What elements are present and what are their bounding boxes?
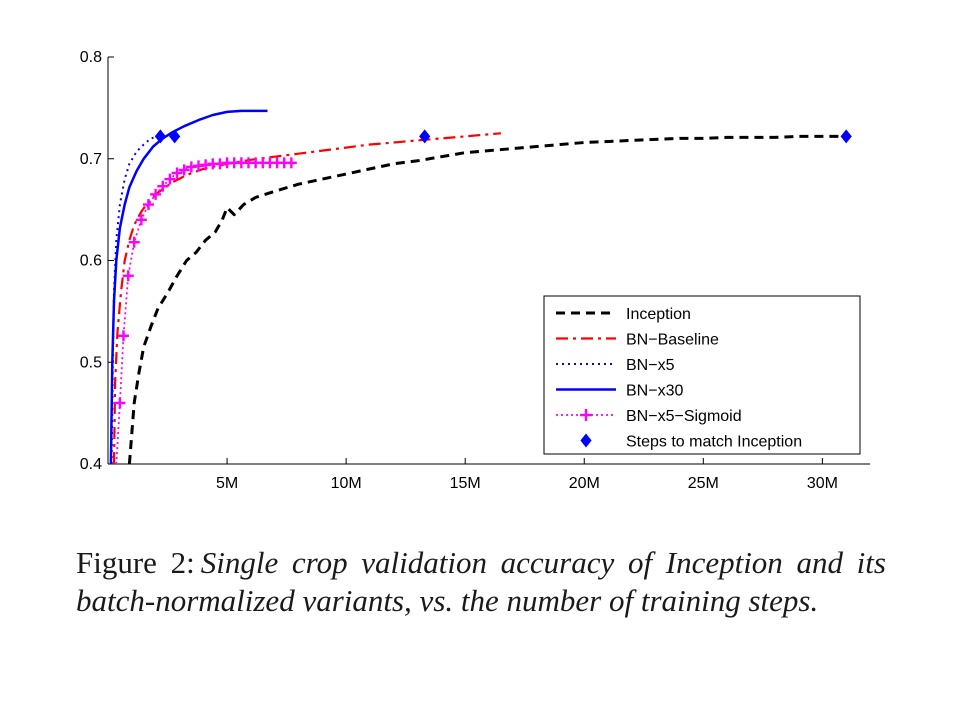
data-point-bn-x5-sigmoid <box>164 173 176 185</box>
caption-prefix: Figure 2: <box>76 545 195 580</box>
legend-label: Steps to match Inception <box>626 434 802 451</box>
data-point-bn-x5-sigmoid <box>178 164 190 176</box>
y-tick-label: 0.7 <box>80 151 102 168</box>
legend-label: Inception <box>626 306 691 323</box>
marker-layer <box>154 129 852 144</box>
data-point-bn-x5-sigmoid <box>285 157 297 169</box>
data-point-bn-x5-sigmoid <box>150 188 162 200</box>
x-tick-label: 25M <box>688 475 719 492</box>
caption-text: Single crop validation accuracy of Incep… <box>76 545 886 618</box>
y-tick-label: 0.5 <box>80 354 102 371</box>
y-tick-label: 0.8 <box>80 49 102 66</box>
chart-axes: 0.4 0.5 0.6 0.7 0.8 5M 10M 15M 20M 25M 30M <box>80 49 870 492</box>
data-point-bn-x5-sigmoid <box>114 397 126 409</box>
match-marker <box>840 129 852 144</box>
data-point-bn-x5-sigmoid <box>122 270 134 282</box>
series-line-bn-x30 <box>109 109 268 465</box>
chart-legend: Inception BN−Baseline BN−x5 BN−x30 BN−x5−Sig… <box>543 295 861 455</box>
data-point-bn-x5-sigmoid <box>128 236 140 248</box>
series-line-bn-x5-sigmoid <box>115 161 292 465</box>
x-tick-label: 20M <box>569 475 600 492</box>
series-line-inception <box>127 134 847 465</box>
figure-caption: Figure 2: Single crop validation accuracy… <box>76 544 886 620</box>
x-tick-label: 5M <box>216 475 238 492</box>
x-tick-label: 30M <box>807 475 838 492</box>
match-marker <box>154 129 166 144</box>
data-point-bn-x5-sigmoid <box>135 214 147 226</box>
legend-label: BN−x5 <box>626 357 675 374</box>
legend-box <box>543 295 861 455</box>
legend-swatch <box>580 433 592 448</box>
match-marker <box>169 129 181 144</box>
data-point-bn-x5-sigmoid <box>117 330 129 342</box>
data-point-bn-x5-sigmoid <box>157 180 169 192</box>
line-chart: 0.4 0.5 0.6 0.7 0.8 5M 10M 15M 20M 25M 30M Incepti… <box>80 49 870 492</box>
x-tick-label: 10M <box>331 475 362 492</box>
series-line-bn-x5 <box>110 135 159 465</box>
x-tick-label: 15M <box>450 475 481 492</box>
series-line-bn-baseline <box>112 132 501 465</box>
series-layer <box>109 109 847 465</box>
y-tick-label: 0.4 <box>80 456 102 473</box>
legend-label: BN−x5−Sigmoid <box>626 408 742 425</box>
legend-label: BN−Baseline <box>626 332 719 349</box>
legend-label: BN−x30 <box>626 383 683 400</box>
data-point-bn-x5-sigmoid <box>171 167 183 179</box>
data-point-bn-x5-sigmoid <box>142 199 154 211</box>
y-tick-label: 0.6 <box>80 253 102 270</box>
match-marker <box>419 129 431 144</box>
